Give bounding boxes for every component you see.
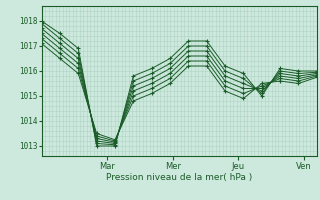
X-axis label: Pression niveau de la mer( hPa ): Pression niveau de la mer( hPa ) [106, 173, 252, 182]
